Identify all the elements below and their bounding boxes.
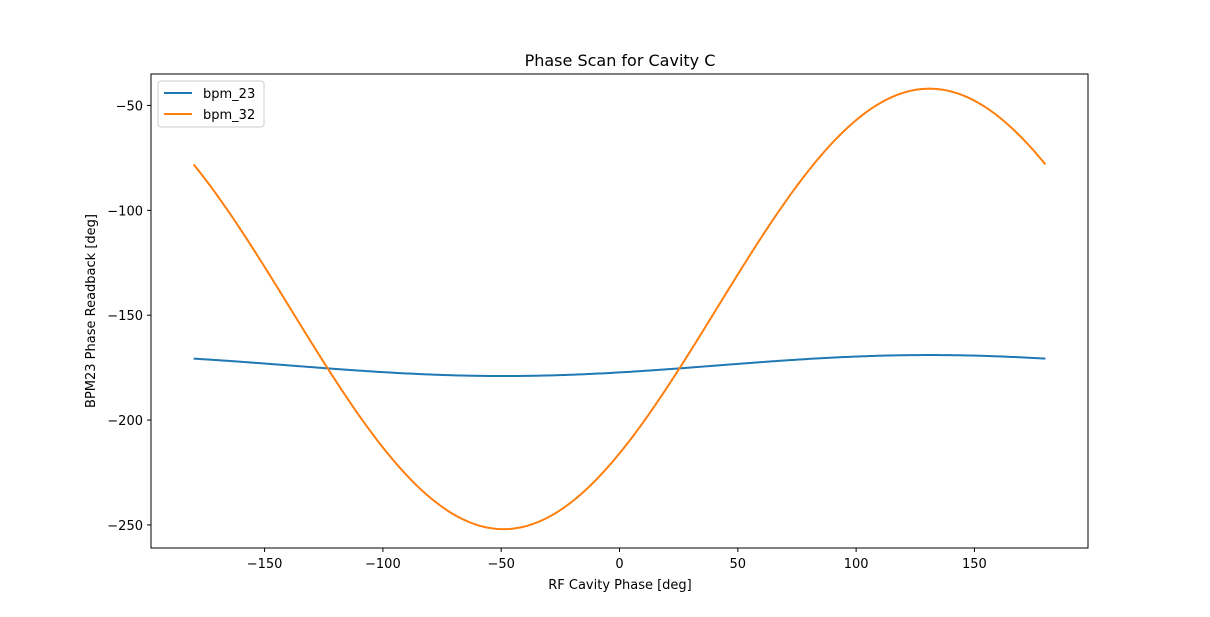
y-tick-label: −150	[107, 309, 143, 324]
x-axis-ticks: −150 −100 −50 0 50 100 150	[247, 548, 987, 572]
y-tick-label: −250	[107, 519, 143, 534]
x-tick-label: −100	[365, 557, 401, 572]
y-tick-label: −100	[107, 204, 143, 219]
x-tick-label: 50	[730, 557, 747, 572]
x-tick-label: −150	[247, 557, 283, 572]
y-tick-label: −50	[116, 99, 143, 114]
y-axis-title: BPM23 Phase Readback [deg]	[84, 214, 99, 408]
x-tick-label: 100	[844, 557, 869, 572]
x-tick-label: 150	[962, 557, 987, 572]
series-lines	[192, 87, 1047, 531]
legend: bpm_23 bpm_32	[157, 80, 265, 128]
x-tick-label: −50	[487, 557, 514, 572]
x-axis-title: RF Cavity Phase [deg]	[548, 578, 692, 593]
legend-label-bpm-23: bpm_23	[203, 87, 255, 102]
x-tick-label: 0	[615, 557, 623, 572]
legend-label-bpm-32: bpm_32	[203, 108, 255, 123]
chart-title: Phase Scan for Cavity C	[525, 51, 716, 70]
y-axis-ticks: −250 −200 −150 −100 −50	[107, 99, 151, 534]
series-line-bpm-23	[193, 354, 1046, 378]
plot-area: −150 −100 −50 0 50 100 150 −250 −200 −150 −100 −50	[107, 73, 1089, 572]
series-line-bpm-32	[192, 87, 1047, 531]
y-tick-label: −200	[107, 414, 143, 429]
